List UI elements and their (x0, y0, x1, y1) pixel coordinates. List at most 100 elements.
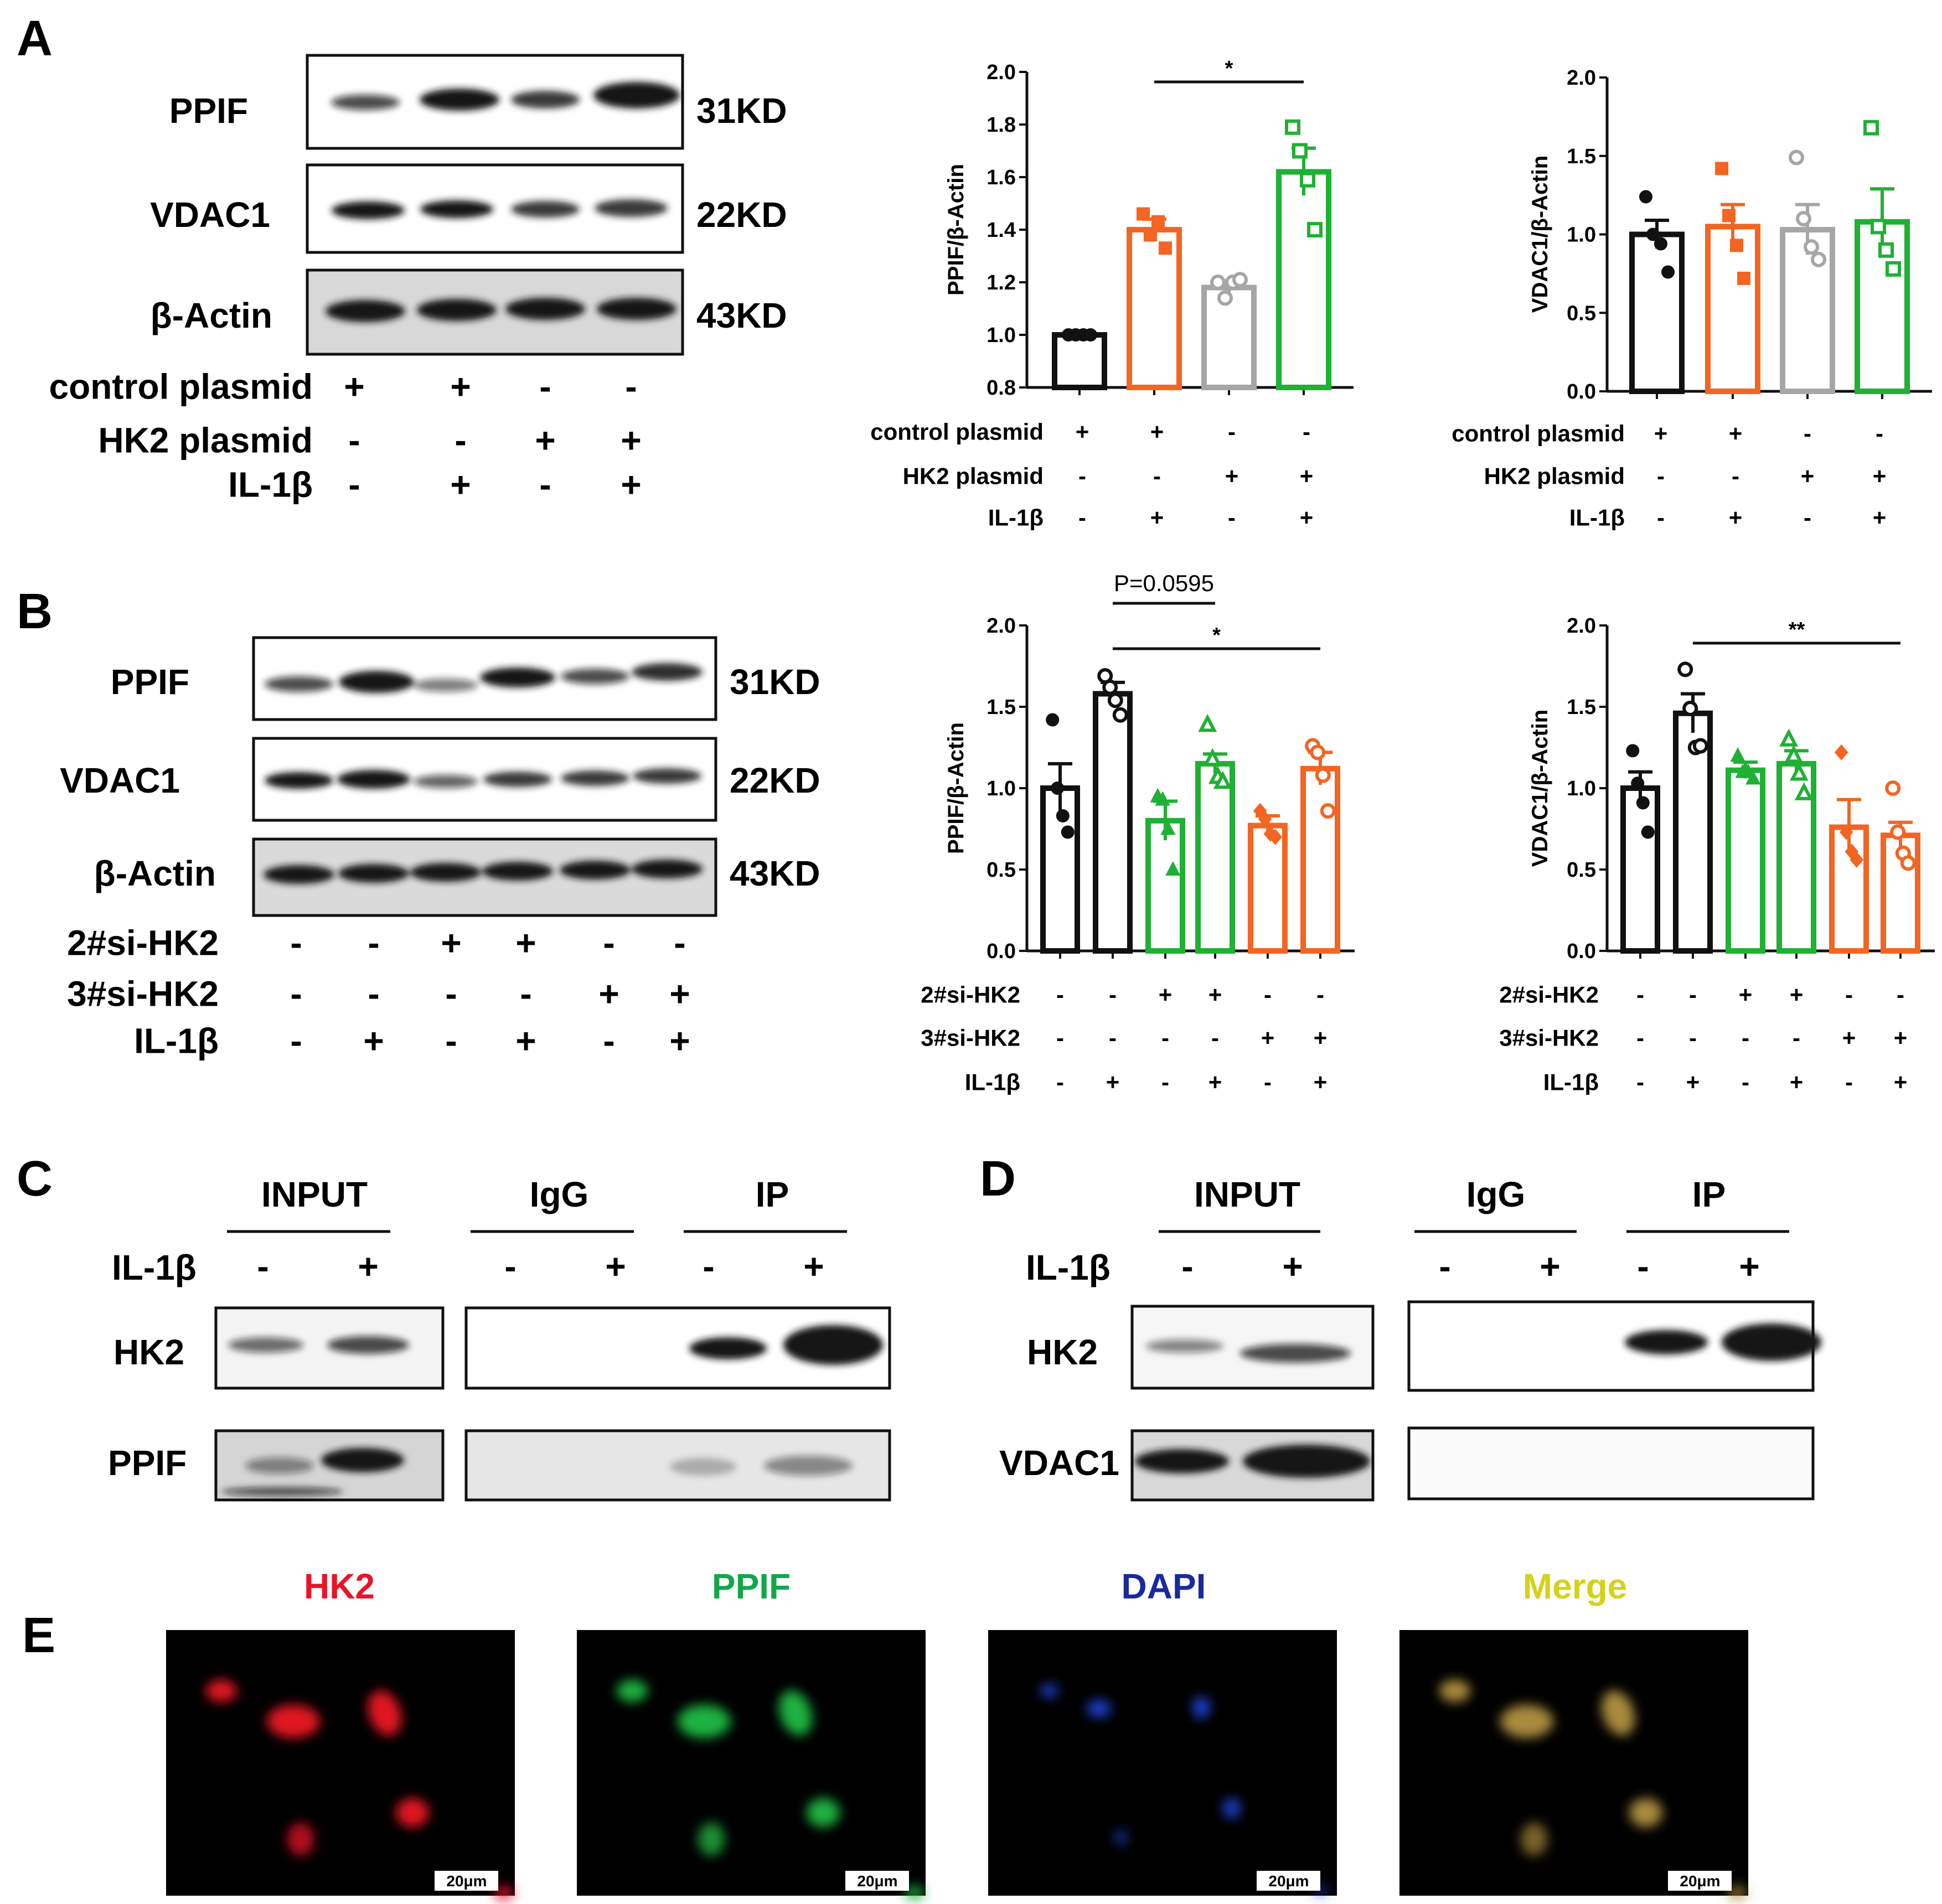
coip-c-signs: - + - + - + (257, 1246, 824, 1286)
condition-sign: - (290, 1021, 302, 1060)
condition-label: HK2 plasmid (903, 463, 1044, 489)
condition-sign: - (1078, 505, 1086, 531)
data-point (1051, 782, 1065, 795)
treatment-sign: + (605, 1246, 626, 1286)
data-point (1784, 744, 1804, 763)
condition-sign: + (1790, 1069, 1804, 1095)
data-point (1677, 661, 1693, 677)
condition-sign: + (1208, 1069, 1222, 1095)
blot-a-size-0: 31KD (696, 91, 787, 131)
coip-c-protein-1: PPIF (108, 1443, 187, 1483)
band (338, 864, 409, 883)
data-point (1061, 825, 1075, 839)
blot-a-label-2: β-Actin (151, 296, 272, 335)
coip-c-treatment-label: IL-1β (112, 1248, 197, 1287)
treatment-sign: + (1540, 1246, 1560, 1286)
condition-sign: + (621, 420, 641, 460)
data-point (1715, 162, 1728, 175)
condition-sign: + (1894, 1025, 1908, 1051)
condition-sign: - (445, 974, 457, 1013)
data-point (1292, 143, 1308, 159)
condition-sign: + (1842, 1025, 1856, 1051)
band (1243, 1445, 1370, 1478)
condition-sign: + (515, 923, 536, 963)
bar (1726, 767, 1765, 954)
data-point (1900, 855, 1916, 871)
condition-sign: - (1689, 1025, 1697, 1051)
coip-d-vdac1-ip-strip (1407, 1426, 1815, 1501)
condition-sign: + (1150, 505, 1164, 531)
condition-sign: + (1314, 1069, 1328, 1095)
if-channel-label-dapi: DAPI (1122, 1566, 1206, 1606)
condition-sign: - (1793, 1025, 1800, 1051)
data-point (1203, 748, 1222, 767)
treatment-sign: - (1439, 1246, 1450, 1286)
data-point (1165, 861, 1181, 876)
y-tick-label: 1.0 (1567, 224, 1596, 247)
data-point (1878, 242, 1894, 258)
y-axis-label: PPIF/β-Actin (944, 164, 968, 296)
if-image-hk2: 20μm (166, 1630, 515, 1901)
condition-sign: + (363, 1021, 384, 1060)
condition-sign: + (1686, 1069, 1700, 1095)
condition-sign: - (1078, 463, 1086, 489)
band (560, 861, 631, 879)
condition-sign: + (1300, 505, 1314, 531)
panel-a-blot: PPIF VDAC1 β-Actin 31KD 22KD 43KD contro… (49, 54, 787, 504)
band (593, 82, 680, 108)
condition-sign: + (515, 1021, 536, 1060)
y-tick-label: 0.8 (987, 376, 1016, 400)
condition-sign: - (445, 1021, 457, 1060)
data-point (1789, 763, 1809, 781)
significance-label: P=0.0595 (1114, 570, 1214, 596)
condition-sign: + (1261, 1025, 1275, 1051)
band (511, 201, 580, 218)
condition-sign: - (1636, 1025, 1644, 1051)
band (561, 669, 629, 684)
panel-d-letter: D (980, 1151, 1016, 1207)
band (410, 863, 481, 882)
scale-bar-label: 20μm (446, 1872, 487, 1890)
condition-sign: - (1897, 982, 1904, 1008)
condition-label: 2#si-HK2 (921, 982, 1020, 1008)
y-tick-label: 0.5 (1567, 302, 1596, 325)
data-point (1631, 777, 1645, 790)
coip-d-group-igg: IgG (1466, 1175, 1526, 1214)
blot-b-size-2: 43KD (730, 853, 820, 893)
data-point (1213, 770, 1232, 789)
condition-label: control plasmid (870, 419, 1044, 445)
condition-sign: + (669, 1021, 690, 1060)
condition-sign: - (1303, 419, 1310, 445)
condition-label: IL-1β (134, 1021, 219, 1060)
data-point (1730, 239, 1743, 252)
band (1146, 1339, 1223, 1353)
treatment-sign: - (703, 1246, 714, 1286)
blot-b-label-1: VDAC1 (60, 760, 180, 800)
band (480, 668, 555, 687)
treatment-sign: - (504, 1246, 516, 1286)
condition-label: control plasmid (1452, 421, 1625, 447)
data-point (1107, 692, 1123, 708)
condition-sign: - (1845, 982, 1853, 1008)
band (265, 676, 333, 692)
panel-e-letter: E (22, 1608, 55, 1663)
condition-sign: + (535, 420, 555, 460)
significance-label: ** (1789, 618, 1805, 641)
condition-sign: + (1894, 1069, 1908, 1095)
y-tick-label: 1.5 (1567, 145, 1596, 168)
data-point (1084, 328, 1097, 342)
y-axis-label: PPIF/β-Actin (944, 722, 968, 854)
y-tick-label: 1.8 (987, 113, 1016, 137)
bar (1248, 822, 1288, 954)
condition-sign: - (539, 366, 551, 406)
condition-sign: - (1228, 419, 1236, 445)
blot-a-label-0: PPIF (169, 91, 248, 131)
condition-sign: + (1106, 1069, 1120, 1095)
y-tick-label: 0.5 (987, 858, 1016, 882)
y-tick-label: 2.0 (1567, 66, 1596, 90)
condition-sign: - (1228, 505, 1236, 531)
condition-sign: - (1657, 463, 1665, 489)
condition-sign: - (1161, 1069, 1169, 1095)
band (420, 89, 499, 111)
treatment-sign: - (1637, 1246, 1649, 1286)
